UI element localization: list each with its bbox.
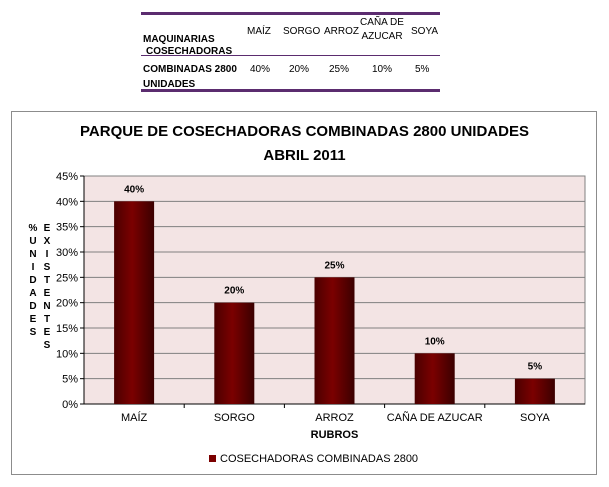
data-label: 25% — [324, 260, 344, 271]
bar — [414, 353, 455, 404]
data-label: 40% — [124, 184, 144, 195]
table-header-soya: SOYA — [411, 26, 439, 37]
table-row-label-line2: COMBINADAS 2800 — [143, 64, 237, 75]
data-label: 10% — [425, 336, 445, 347]
table-row-label-line1: COSECHADORAS — [146, 46, 233, 57]
table-value-arroz: 25% — [329, 64, 350, 75]
data-table: MAQUINARIAS MAÍZ SORGO ARROZ CAÑA DE AZU… — [141, 12, 440, 92]
bar — [514, 378, 555, 404]
bar — [114, 201, 155, 404]
x-tick-label: SOYA — [520, 412, 550, 424]
y-tick-label: 10% — [56, 348, 78, 360]
y-tick-label: 20% — [56, 298, 78, 310]
legend-label: COSECHADORAS COMBINADAS 2800 — [220, 453, 418, 465]
bar — [314, 277, 355, 404]
table-row-label-line3: UNIDADES — [143, 79, 196, 90]
table-value-sorgo: 20% — [289, 64, 310, 75]
x-tick-label: CAÑA DE AZUCAR — [387, 411, 483, 424]
table-bottom-rule — [141, 89, 440, 92]
y-tick-label: 15% — [56, 323, 78, 335]
chart-title-line2: ABRIL 2011 — [263, 147, 346, 164]
table-header-sorgo: SORGO — [283, 26, 321, 37]
y-tick-label: 25% — [56, 272, 78, 284]
table-header-maquinarias: MAQUINARIAS — [143, 34, 215, 45]
x-tick-label: ARROZ — [315, 412, 354, 424]
y-axis-label-col2: E X I S T E N T E S — [43, 223, 51, 351]
table-header-maiz: MAÍZ — [247, 26, 271, 37]
table-value-cana: 10% — [372, 64, 393, 75]
y-tick-label: 35% — [56, 222, 78, 234]
x-tick-label: MAÍZ — [121, 411, 148, 424]
y-tick-label: 5% — [62, 374, 78, 386]
chart-title-line1: PARQUE DE COSECHADORAS COMBINADAS 2800 U… — [80, 123, 529, 140]
bar — [214, 302, 255, 404]
table-header-cana-line1: CAÑA DE — [360, 17, 404, 28]
data-label: 20% — [224, 286, 244, 297]
table-value-maiz: 40% — [250, 64, 271, 75]
table-mid-rule — [141, 55, 440, 56]
table-header-cana-line2: AZUCAR — [361, 31, 403, 42]
table-value-soya: 5% — [415, 64, 430, 75]
y-tick-label: 30% — [56, 247, 78, 259]
y-tick-label: 40% — [56, 196, 78, 208]
table-top-rule — [141, 12, 440, 15]
x-tick-label: SORGO — [214, 412, 255, 424]
legend-swatch — [209, 455, 216, 462]
y-tick-label: 45% — [56, 171, 78, 183]
y-axis-label-col1: % U N I D A D E S — [28, 223, 38, 338]
data-label: 5% — [528, 362, 543, 373]
y-tick-label: 0% — [62, 399, 78, 411]
x-axis-title: RUBROS — [311, 429, 359, 441]
table-header-arroz: ARROZ — [324, 26, 359, 37]
